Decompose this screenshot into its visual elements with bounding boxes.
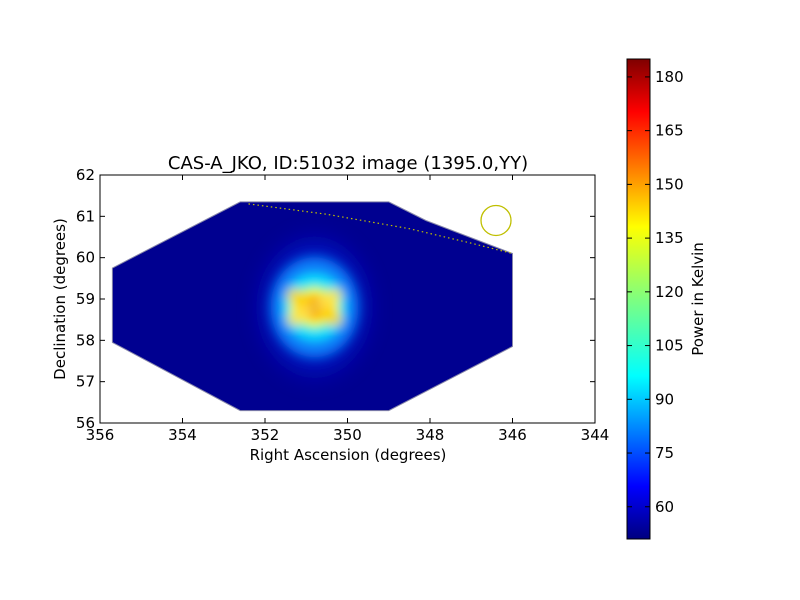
y-tick-label: 57: [76, 373, 95, 391]
y-tick-label: 61: [76, 207, 95, 225]
colorbar-frame: [626, 58, 651, 540]
plot-area: 356 354 352 350 348 346 344 56 57 58 59 60 61 62 CAS…: [51, 153, 609, 464]
x-tick-label: 352: [251, 426, 280, 444]
heat-arm: [286, 305, 315, 326]
x-axis: 356 354 352 350 348 346 344: [86, 175, 610, 444]
colorbar-ticks: 60 75 90 105 120 135 150 165 180: [627, 68, 684, 516]
y-tick-label: 56: [76, 414, 95, 432]
beam-circle: [480, 204, 512, 237]
x-tick-label: 354: [168, 426, 197, 444]
x-axis-label: Right Ascension (degrees): [250, 446, 447, 464]
y-axis-label: Declination (degrees): [51, 218, 69, 380]
colorbar-tick-label: 165: [655, 122, 684, 140]
y-tick-label: 59: [76, 290, 95, 308]
colorbar-tick-label: 90: [655, 390, 674, 408]
annotations: [248, 203, 513, 255]
y-tick-label: 62: [76, 166, 95, 184]
heat-arm: [286, 289, 315, 310]
colorbar-tick-label: 150: [655, 175, 684, 193]
colorbar-tick-label: 60: [655, 498, 674, 516]
heatmap-edge: [111, 201, 513, 412]
colorbar-gradient: [627, 59, 650, 539]
colorbar-tick-label: 75: [655, 444, 674, 462]
heatmap-image: [112, 201, 513, 411]
colorbar-tick-label: 180: [655, 68, 684, 86]
x-tick-label: 348: [416, 426, 445, 444]
colorbar-tick-label: 120: [655, 283, 684, 301]
x-tick-label: 356: [86, 426, 115, 444]
x-tick-label: 350: [333, 426, 362, 444]
colorbar-label: Power in Kelvin: [689, 242, 707, 356]
y-axis: 56 57 58 59 60 61 62: [76, 166, 595, 432]
heat-arm: [314, 289, 343, 310]
y-tick-label: 58: [76, 331, 95, 349]
colorbar-tick-label: 105: [655, 337, 684, 355]
heat-arm: [314, 305, 343, 326]
colorbar: 60 75 90 105 120 135 150 165 180 Power in Kelvin: [626, 58, 707, 540]
dotted-curve: [248, 203, 513, 255]
y-tick-label: 60: [76, 249, 95, 267]
chart-title: CAS-A_JKO, ID:51032 image (1395.0,YY): [168, 153, 528, 174]
x-tick-label: 344: [581, 426, 610, 444]
x-tick-label: 346: [498, 426, 527, 444]
colorbar-tick-label: 135: [655, 229, 684, 247]
